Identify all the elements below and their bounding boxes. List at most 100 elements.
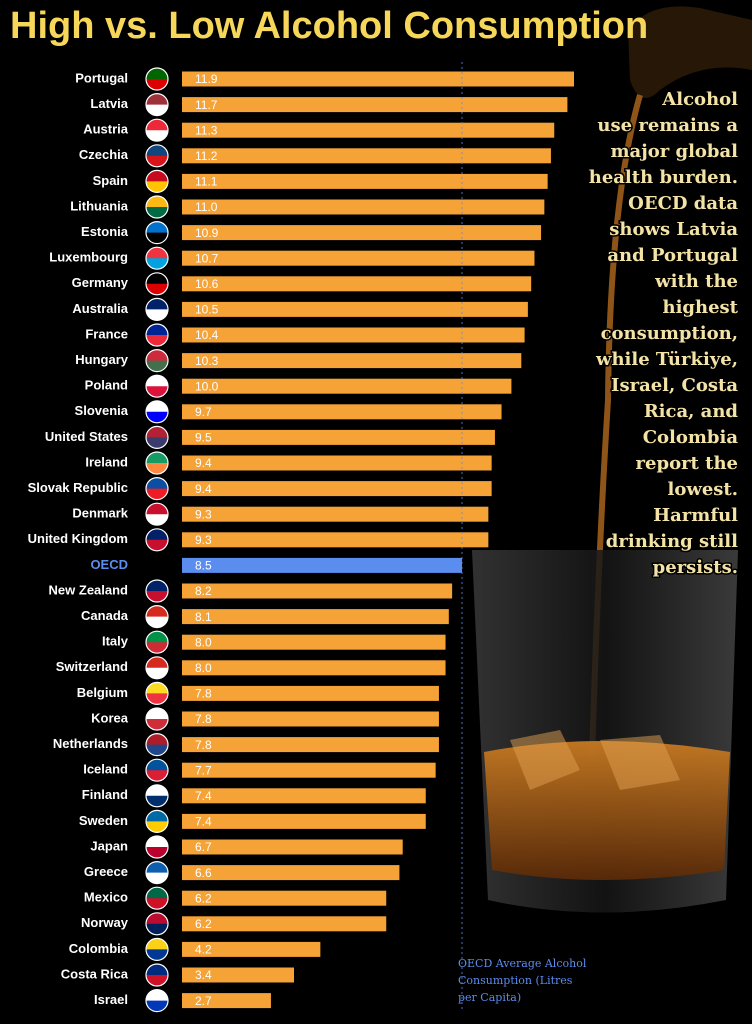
category-label: Netherlands — [53, 736, 128, 751]
flag — [146, 616, 168, 628]
flag — [146, 642, 168, 654]
category-label: Colombia — [69, 941, 129, 956]
value-label: 6.2 — [195, 891, 212, 905]
flag-ring — [145, 374, 169, 398]
flag-ring — [145, 528, 169, 552]
bar — [182, 762, 436, 778]
value-label: 11.2 — [195, 149, 218, 163]
flag-ring — [145, 860, 169, 885]
flag — [146, 591, 168, 602]
flag — [146, 309, 168, 321]
flag — [146, 770, 168, 782]
flag-ring — [145, 246, 169, 270]
flag — [146, 437, 168, 449]
flag-ring — [145, 92, 169, 117]
flag-ring — [145, 425, 169, 449]
flag-ring — [145, 784, 169, 808]
bar — [182, 173, 548, 189]
flag — [146, 975, 168, 986]
bar — [182, 557, 462, 573]
category-label: Austria — [83, 122, 129, 137]
annotation: Rica, and — [644, 401, 739, 422]
flag — [146, 667, 168, 679]
value-label: 10.7 — [195, 251, 219, 265]
flag-ring — [145, 323, 169, 347]
flag — [146, 847, 168, 858]
value-label: 6.6 — [195, 866, 212, 880]
reference-label: Consumption (Litres — [458, 974, 573, 987]
annotation: drinking still — [606, 531, 738, 552]
flag-ring — [145, 195, 169, 219]
category-label: OECD — [90, 557, 128, 572]
flag-ring — [145, 272, 169, 296]
bar — [182, 890, 387, 906]
category-label: Israel — [94, 992, 128, 1007]
bar — [182, 353, 522, 369]
flag-ring — [145, 963, 169, 987]
value-label: 10.4 — [195, 328, 219, 342]
bar — [182, 737, 439, 753]
value-label: 7.7 — [195, 763, 212, 777]
category-label: Italy — [102, 634, 129, 649]
flag-ring — [145, 349, 169, 373]
category-label: Poland — [85, 378, 128, 393]
reference-label: OECD Average Alcohol — [458, 957, 587, 970]
flag — [146, 181, 168, 193]
bar — [182, 199, 545, 215]
category-label: New Zealand — [49, 582, 129, 597]
category-label: Hungary — [75, 352, 129, 367]
value-label: 7.4 — [195, 815, 212, 829]
flag — [146, 283, 168, 295]
value-label: 8.2 — [195, 584, 212, 598]
flag — [146, 155, 168, 167]
value-label: 8.5 — [195, 559, 212, 573]
bar — [182, 609, 449, 625]
flag — [146, 360, 168, 372]
bar — [182, 993, 271, 1009]
flag-ring — [145, 656, 169, 680]
flag — [146, 386, 168, 398]
bar — [182, 455, 492, 471]
flag — [146, 539, 168, 551]
category-label: Latvia — [90, 96, 128, 111]
annotation: shows Latvia — [609, 219, 738, 240]
bar — [182, 301, 528, 317]
bar — [182, 122, 555, 138]
value-label: 9.3 — [195, 507, 212, 521]
flag-ring — [145, 630, 169, 654]
flag — [146, 104, 168, 116]
annotation: highest — [663, 297, 739, 318]
annotation: report the — [636, 453, 738, 474]
value-label: 10.9 — [195, 226, 219, 240]
category-label: Slovak Republic — [28, 480, 128, 495]
bar — [182, 711, 439, 727]
flag — [146, 258, 168, 270]
category-label: Germany — [72, 275, 129, 290]
category-label: Denmark — [72, 506, 128, 521]
flag-ring — [145, 502, 169, 526]
flag-ring — [145, 579, 169, 603]
flag-ring — [145, 604, 169, 629]
bar — [182, 481, 492, 497]
value-label: 11.1 — [195, 175, 218, 189]
value-label: 11.9 — [195, 72, 218, 86]
bar — [182, 97, 568, 113]
flag-ring — [145, 169, 169, 193]
value-label: 2.7 — [195, 994, 212, 1008]
value-label: 7.8 — [195, 738, 212, 752]
flag — [146, 821, 168, 833]
value-label: 7.8 — [195, 712, 212, 726]
annotation: use remains a — [597, 115, 738, 136]
category-label: Czechia — [79, 147, 129, 162]
value-label: 11.0 — [195, 200, 218, 214]
flag-ring — [145, 809, 169, 834]
value-label: 3.4 — [195, 968, 212, 982]
bar — [182, 839, 403, 855]
value-label: 7.8 — [195, 687, 212, 701]
bar — [182, 71, 574, 87]
flag — [146, 514, 168, 526]
category-label: Ireland — [85, 454, 128, 469]
flag-ring — [145, 912, 169, 936]
flag-ring — [145, 477, 169, 501]
flag — [146, 872, 168, 884]
